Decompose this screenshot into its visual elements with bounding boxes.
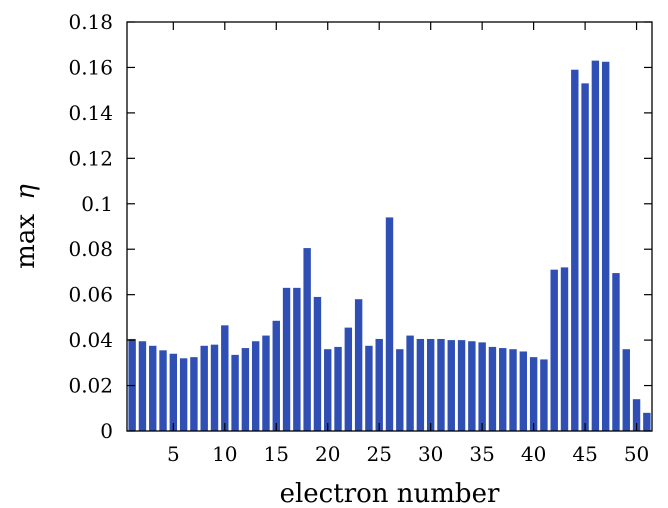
bar-30 bbox=[426, 338, 435, 431]
x-tick-label: 15 bbox=[264, 442, 289, 466]
bar-23 bbox=[354, 299, 363, 431]
bar-16 bbox=[282, 287, 291, 431]
bar-49 bbox=[622, 349, 630, 431]
bar-51 bbox=[643, 412, 651, 431]
plot-frame bbox=[126, 21, 653, 432]
y-tick-label: 0.06 bbox=[68, 283, 113, 307]
bar-3 bbox=[149, 345, 157, 431]
bar-24 bbox=[365, 345, 373, 431]
bar-35 bbox=[478, 342, 486, 431]
y-tick-label: 0 bbox=[100, 419, 113, 443]
bar-15 bbox=[272, 320, 280, 431]
bar-26 bbox=[385, 217, 394, 431]
bar-19 bbox=[313, 296, 322, 431]
bar-21 bbox=[334, 346, 342, 431]
bar-50 bbox=[632, 399, 641, 431]
bar-17 bbox=[293, 287, 301, 431]
y-tick-label: 0.08 bbox=[68, 237, 113, 261]
bar-29 bbox=[416, 338, 425, 431]
bar-9 bbox=[210, 344, 219, 431]
bar-44 bbox=[571, 69, 579, 431]
bar-32 bbox=[447, 340, 455, 431]
bar-4 bbox=[159, 350, 167, 431]
bar-47 bbox=[601, 61, 610, 432]
x-axis-label: electron number bbox=[280, 479, 500, 508]
bar-31 bbox=[437, 338, 445, 431]
bar-10 bbox=[221, 325, 229, 431]
x-tick-label: 40 bbox=[521, 442, 546, 466]
bars bbox=[128, 60, 651, 432]
bar-46 bbox=[591, 60, 600, 431]
x-tick-label: 10 bbox=[212, 442, 237, 466]
bar-20 bbox=[324, 349, 332, 431]
x-tick-label: 50 bbox=[624, 442, 649, 466]
bar-33 bbox=[457, 340, 466, 431]
bar-39 bbox=[519, 351, 528, 431]
bar-12 bbox=[241, 348, 250, 431]
bar-27 bbox=[396, 349, 404, 431]
y-ticks: 0 0.02 0.04 0.06 0.08 0.1 0.12 0.14 0.16 0.18 bbox=[68, 10, 652, 443]
bar-43 bbox=[560, 267, 569, 431]
x-ticks: 5 10 15 20 25 30 35 40 45 50 bbox=[167, 22, 649, 466]
bar-36 bbox=[488, 346, 497, 431]
bar-45 bbox=[581, 83, 589, 431]
bar-14 bbox=[262, 335, 270, 431]
y-tick-label: 0.1 bbox=[81, 192, 113, 216]
y-tick-label: 0.02 bbox=[68, 374, 113, 398]
y-tick-label: 0.18 bbox=[68, 10, 113, 34]
x-tick-label: 30 bbox=[418, 442, 443, 466]
x-tick-label: 25 bbox=[366, 442, 391, 466]
y-axis-label-text: max bbox=[11, 214, 41, 269]
bar-7 bbox=[190, 357, 198, 431]
bar-34 bbox=[468, 341, 476, 431]
y-tick-label: 0.04 bbox=[68, 328, 113, 352]
y-tick-label: 0.16 bbox=[68, 55, 113, 79]
bar-38 bbox=[509, 349, 517, 431]
bar-40 bbox=[529, 357, 538, 431]
x-tick-label: 5 bbox=[167, 442, 180, 466]
x-tick-label: 20 bbox=[315, 442, 340, 466]
bar-8 bbox=[200, 345, 208, 431]
bar-13 bbox=[251, 341, 260, 431]
x-tick-label: 35 bbox=[469, 442, 494, 466]
bar-11 bbox=[231, 354, 239, 431]
x-tick-label: 45 bbox=[572, 442, 597, 466]
y-axis-label-symbol: η bbox=[11, 184, 41, 200]
bar-5 bbox=[169, 353, 178, 431]
y-axis-label: max η bbox=[11, 184, 41, 269]
bar-48 bbox=[612, 273, 620, 431]
bar-37 bbox=[499, 348, 507, 431]
bar-22 bbox=[344, 327, 353, 431]
bar-6 bbox=[179, 358, 188, 431]
bar-18 bbox=[303, 248, 311, 431]
y-tick-label: 0.14 bbox=[68, 101, 113, 125]
bar-25 bbox=[375, 338, 383, 431]
bar-2 bbox=[138, 341, 147, 431]
y-tick-label: 0.12 bbox=[68, 146, 113, 170]
bar-28 bbox=[406, 335, 414, 431]
bar-42 bbox=[550, 269, 558, 431]
bar-41 bbox=[540, 359, 548, 431]
